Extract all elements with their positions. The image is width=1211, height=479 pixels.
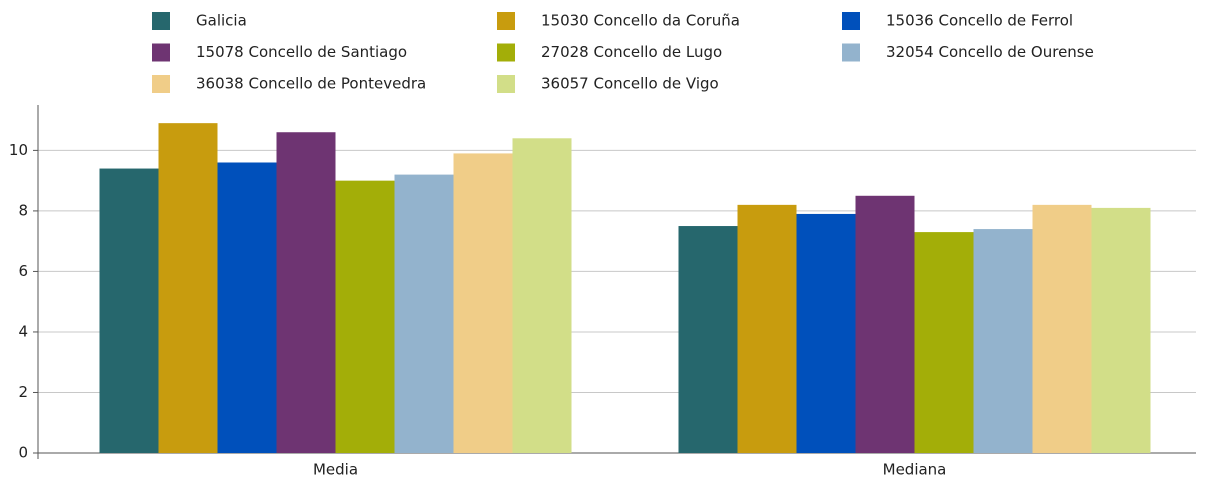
legend-label: 15030 Concello da Coruña	[541, 12, 740, 30]
bar	[973, 229, 1033, 453]
legend-label: 15036 Concello de Ferrol	[886, 12, 1073, 30]
legend-swatch	[497, 43, 515, 62]
legend-swatch	[497, 75, 515, 93]
bar	[512, 138, 572, 453]
bar	[678, 226, 738, 453]
legend-swatch	[152, 12, 170, 30]
bar	[796, 213, 856, 453]
bar	[99, 168, 159, 453]
x-tick-label: Media	[313, 461, 358, 479]
y-tick-label: 10	[9, 141, 28, 159]
y-tick-label: 2	[18, 383, 28, 401]
legend-label: 36057 Concello de Vigo	[541, 75, 719, 93]
bar	[1091, 207, 1151, 453]
bar	[394, 174, 454, 453]
y-tick-label: 0	[18, 444, 28, 462]
y-tick-label: 4	[18, 322, 28, 340]
legend-label: 32054 Concello de Ourense	[886, 43, 1094, 61]
bar	[855, 195, 915, 454]
legend-label: 15078 Concello de Santiago	[196, 43, 407, 61]
legend-swatch	[152, 43, 170, 62]
bar	[453, 153, 513, 453]
legend-label: 36038 Concello de Pontevedra	[196, 75, 426, 93]
legend-swatch	[152, 75, 170, 93]
x-tick-label: Mediana	[883, 461, 947, 479]
legend-label: 27028 Concello de Lugo	[541, 43, 722, 61]
bar	[158, 123, 218, 453]
legend-swatch	[842, 43, 860, 62]
legend-swatch	[842, 12, 860, 30]
bar	[737, 204, 797, 453]
legend-label: Galicia	[196, 12, 247, 30]
bar	[335, 180, 395, 454]
y-tick-label: 6	[18, 262, 28, 280]
y-tick-label: 8	[18, 201, 28, 219]
bar	[276, 132, 336, 453]
bar	[217, 162, 277, 453]
legend-swatch	[497, 12, 515, 30]
bar	[1032, 204, 1092, 453]
bar	[914, 232, 974, 453]
